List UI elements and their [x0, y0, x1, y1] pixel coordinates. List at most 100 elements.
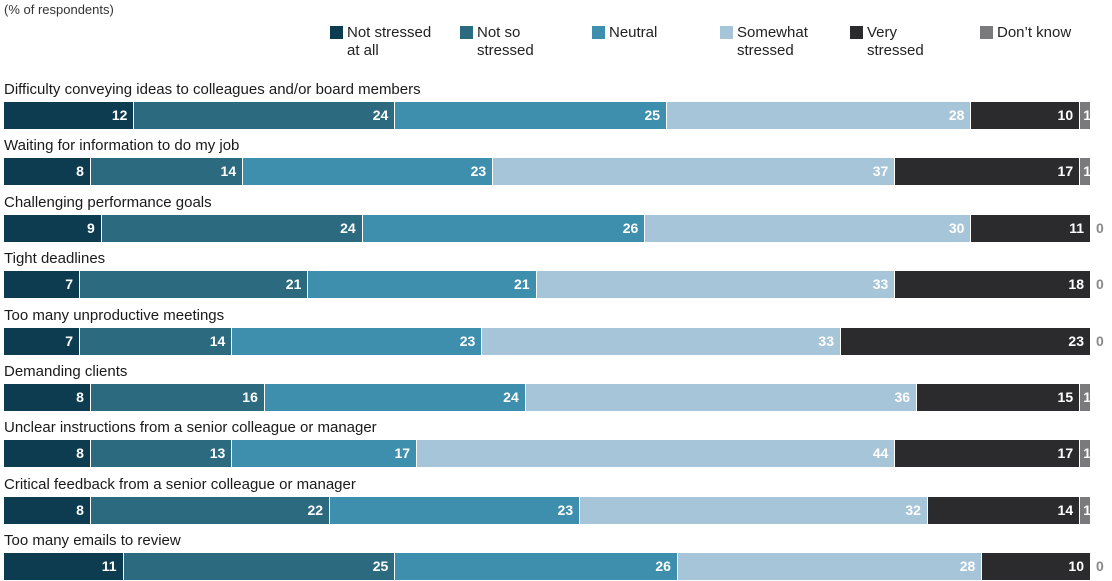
bar-segment: [4, 440, 90, 467]
legend-swatch: [850, 26, 863, 39]
legend-label: Very stressed: [867, 24, 924, 60]
bar-value-label: 7: [65, 276, 74, 292]
bar-segment: [80, 328, 232, 355]
bar-segment: [895, 271, 1090, 298]
legend-swatch: [720, 26, 733, 39]
bar-segment: [4, 215, 101, 242]
legend-label-line: Not so: [477, 24, 521, 41]
bar-segment: [80, 271, 308, 298]
bar-segment: [90, 384, 264, 411]
bar-value-label: 17: [1057, 445, 1074, 461]
bar-value-label: 0: [1096, 276, 1104, 292]
bar-segment: [134, 102, 395, 129]
bar-segment: [1080, 497, 1090, 524]
bar-segment: [243, 158, 493, 185]
bar-segment: [482, 328, 840, 355]
bar-value-label: 33: [872, 276, 889, 292]
legend-swatch: [980, 26, 993, 39]
bar-segment: [395, 102, 667, 129]
bar-value-label: 17: [394, 445, 411, 461]
bar-value-label: 28: [948, 107, 965, 123]
legend-swatch: [592, 26, 605, 39]
bar-value-label: 8: [76, 163, 84, 179]
row-label: Demanding clients: [4, 363, 128, 380]
legend-label: Not so stressed: [477, 24, 534, 60]
bar-value-label: 32: [905, 502, 921, 518]
legend-label: Not stressed at all: [347, 24, 431, 60]
legend-label-line: Very: [867, 24, 898, 41]
bar-value-label: 17: [1057, 163, 1074, 179]
bar-value-label: 18: [1068, 276, 1084, 292]
bar-value-label: 16: [242, 389, 258, 405]
row-label: Too many emails to review: [4, 532, 181, 549]
bar-value-label: 44: [872, 445, 889, 461]
bar-segment: [4, 497, 90, 524]
bar-value-label: 30: [948, 220, 965, 236]
bar-value-label: 26: [622, 220, 639, 236]
row-label: Tight deadlines: [4, 250, 106, 267]
bar-value-label: 21: [514, 276, 530, 292]
bar-segment: [927, 497, 1080, 524]
bar-segment: [525, 384, 917, 411]
bar-segment: [123, 553, 395, 580]
bar-value-label: 13: [209, 445, 226, 461]
bar-value-label: 1: [1083, 445, 1091, 461]
bar-value-label: 14: [220, 163, 237, 179]
legend-label-line: Not stressed: [347, 24, 432, 41]
legend-label-line: Neutral: [609, 24, 658, 41]
bar-value-label: 26: [655, 558, 671, 574]
bar-segment: [645, 215, 971, 242]
bar-value-label: 37: [872, 163, 889, 179]
bar-value-label: 8: [76, 502, 84, 518]
bar-segment: [971, 215, 1090, 242]
bar-segment: [4, 384, 90, 411]
bar-value-label: 24: [372, 107, 389, 123]
bar-value-label: 22: [307, 502, 324, 518]
bar-value-label: 10: [1068, 558, 1084, 574]
bar-segment: [1080, 440, 1090, 467]
legend-item: Not so stressed: [460, 24, 534, 60]
bar-value-label: 28: [959, 558, 976, 574]
legend-label: Neutral: [609, 24, 657, 42]
legend-label-line: Somewhat: [737, 24, 808, 41]
bar-value-label: 23: [557, 502, 574, 518]
row-label: Waiting for information to do my job: [4, 137, 240, 154]
bar-value-label: 9: [87, 220, 95, 236]
bar-value-label: 21: [285, 276, 302, 292]
bar-segment: [1080, 102, 1090, 129]
bar-value-label: 1: [1083, 163, 1091, 179]
bar-value-label: 11: [101, 558, 117, 574]
bar-segment: [971, 102, 1080, 129]
bar-value-label: 11: [1069, 220, 1084, 236]
legend-label-line: stressed: [737, 42, 794, 59]
bar-segment: [90, 440, 232, 467]
bar-segment: [264, 384, 525, 411]
bar-segment: [1080, 158, 1090, 185]
bar-segment: [4, 102, 134, 129]
bar-value-label: 8: [76, 389, 84, 405]
bar-segment: [1080, 384, 1090, 411]
bar-value-label: 1: [1083, 389, 1091, 405]
legend-label: Somewhat stressed: [737, 24, 808, 60]
row-label: Critical feedback from a senior colleagu…: [4, 476, 356, 493]
bar-value-label: 14: [209, 333, 226, 349]
bar-segment: [4, 271, 80, 298]
bar-segment: [677, 553, 982, 580]
legend-swatch: [330, 26, 343, 39]
legend-label-line: at all: [347, 42, 379, 59]
bar-segment: [982, 553, 1090, 580]
bar-value-label: 8: [76, 445, 84, 461]
bar-segment: [232, 328, 482, 355]
legend-swatch: [460, 26, 473, 39]
row-label: Difficulty conveying ideas to colleagues…: [4, 81, 421, 98]
bar-segment: [667, 102, 971, 129]
legend-item: Don’t know: [980, 24, 1071, 42]
bar-segment: [895, 440, 1080, 467]
bar-segment: [917, 384, 1080, 411]
legend-item: Very stressed: [850, 24, 924, 60]
bar-segment: [580, 497, 927, 524]
legend-label: Don’t know: [997, 24, 1071, 42]
bar-value-label: 24: [503, 389, 519, 405]
bar-value-label: 0: [1096, 220, 1104, 236]
row-label: Challenging performance goals: [4, 194, 212, 211]
